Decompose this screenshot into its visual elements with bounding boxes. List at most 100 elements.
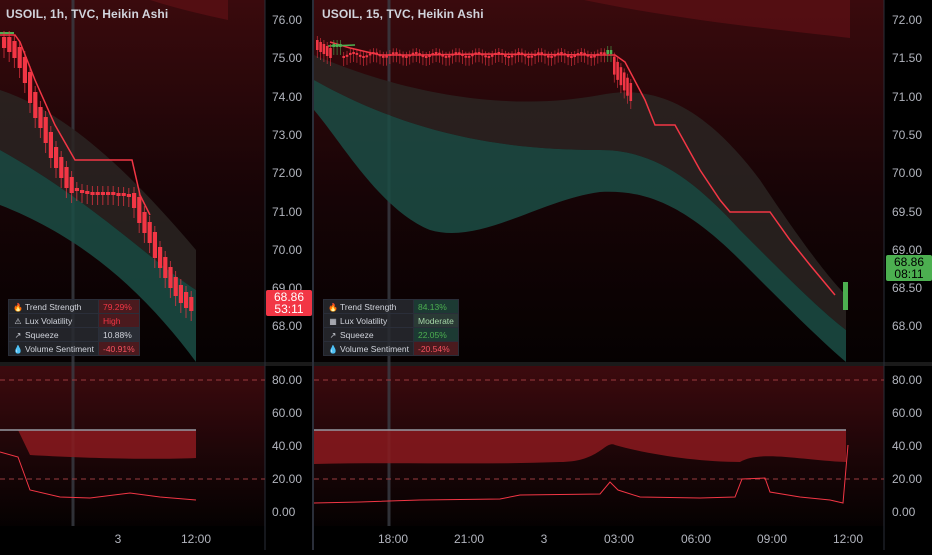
- left-candle: [121, 193, 126, 196]
- left-osc-axis-label: 80.00: [272, 373, 302, 387]
- left-lower-band: [0, 150, 196, 362]
- right-candle: [471, 54, 474, 57]
- table-value: 79.29%: [97, 299, 140, 314]
- table-label-cell: ↗ Squeeze: [323, 327, 414, 342]
- right-osc-axis-label: 20.00: [892, 472, 922, 486]
- left-candle: [38, 107, 43, 128]
- right-candle: [570, 55, 573, 58]
- right-candle: [563, 53, 567, 56]
- right-time-axis-label: 12:00: [833, 532, 863, 546]
- right-price-value: 68.86: [893, 255, 925, 269]
- right-candle: [411, 52, 415, 55]
- table-label-cell: 💧 Volume Sentiment: [323, 341, 414, 356]
- right-dashboard-table: 🔥 Trend Strength 84.13% ▦ Lux Volatility Mode…: [323, 299, 459, 356]
- flame-icon: 🔥: [328, 302, 338, 312]
- right-candle: [355, 52, 359, 55]
- right-candle: [507, 55, 510, 58]
- right-candle: [500, 52, 504, 55]
- right-osc-axis-label: 80.00: [892, 373, 922, 387]
- left-candle: [95, 192, 100, 195]
- left-candle: [74, 188, 79, 191]
- left-candle: [85, 191, 90, 194]
- left-candle: [184, 292, 189, 308]
- left-candle: [137, 197, 142, 223]
- right-candle: [477, 52, 481, 55]
- right-candle: [368, 53, 372, 56]
- left-candle: [54, 147, 59, 168]
- upper-band-cloud: [584, 0, 850, 38]
- right-osc-area: [314, 430, 846, 464]
- left_chart-table-row: 🔥 Trend Strength 79.29%: [8, 299, 140, 314]
- right-candle: [606, 50, 609, 54]
- table-label: Squeeze: [25, 329, 59, 340]
- left-candle: [2, 37, 7, 48]
- right-price-tag: 68.86 08:11: [886, 255, 932, 281]
- left-upper-band-cloud: [150, 0, 228, 20]
- table-label: Volume Sentiment: [340, 343, 409, 354]
- flame-icon: 🔥: [13, 302, 23, 312]
- table-label: Lux Volatility: [340, 315, 388, 326]
- left-countdown: 53:11: [274, 302, 304, 316]
- left-candle: [147, 222, 152, 243]
- right-time-axis-label: 18:00: [378, 532, 408, 546]
- left-price-axis-label: 75.00: [272, 51, 302, 65]
- arrow-up-right-icon: ↗: [14, 330, 22, 340]
- right-last-candle: [843, 282, 848, 310]
- right-candle: [319, 42, 322, 52]
- left-osc-area: [18, 430, 196, 459]
- right-candle: [418, 53, 421, 56]
- right-candle: [352, 52, 355, 55]
- left-time-axis-label: 3: [115, 532, 122, 546]
- squares-icon: ▦: [329, 316, 337, 326]
- right-candle: [589, 55, 593, 58]
- left-candle: [132, 193, 137, 208]
- right-price-axis-label: 69.50: [892, 205, 922, 219]
- right-candle: [444, 55, 448, 58]
- left-candle: [43, 117, 48, 143]
- right-candle: [434, 52, 438, 55]
- right-candle: [540, 52, 543, 55]
- right-candle: [616, 61, 619, 80]
- left-price-axis-label: 74.00: [272, 90, 302, 104]
- left-candle: [59, 157, 64, 178]
- left-candle: [17, 47, 22, 68]
- left-price-axis-label: 68.00: [272, 319, 302, 333]
- left-candle: [116, 193, 121, 196]
- left-price-axis-label: 72.00: [272, 166, 302, 180]
- table-label: Volume Sentiment: [25, 343, 94, 354]
- table-value: Moderate: [412, 313, 459, 328]
- table-label-cell: ↗ Squeeze: [8, 327, 99, 342]
- right-candle: [457, 52, 461, 55]
- left-candle: [142, 212, 147, 233]
- right-candle: [448, 55, 451, 58]
- right-candle: [533, 53, 537, 56]
- left-price-axis-label: 70.00: [272, 243, 302, 257]
- table-label-cell: 🔥 Trend Strength: [323, 299, 414, 314]
- right-candle: [345, 54, 349, 57]
- right-candle: [556, 52, 560, 55]
- table-label-cell: 🔥 Trend Strength: [8, 299, 99, 314]
- left_chart-table-row: ↗ Squeeze 10.88%: [8, 327, 140, 342]
- right-candle: [378, 54, 382, 57]
- left-candle: [178, 285, 183, 303]
- left-candle: [100, 192, 105, 195]
- right-candle: [431, 53, 435, 56]
- right-candle: [553, 54, 557, 57]
- table-value: 10.88%: [97, 327, 140, 342]
- right-osc-axis-label: 40.00: [892, 439, 922, 453]
- left-dashboard-table: 🔥 Trend Strength 79.29% ⚠ Lux Volatility High…: [8, 299, 140, 356]
- table-value: High: [97, 313, 140, 328]
- right-candle: [405, 55, 408, 58]
- right-candle: [629, 83, 633, 101]
- right-candle: [593, 55, 596, 58]
- right-candle: [484, 55, 487, 58]
- right-candle: [358, 54, 362, 57]
- right-candle: [382, 55, 385, 58]
- right-candle: [454, 52, 458, 55]
- right_chart-table-row: 🔥 Trend Strength 84.13%: [323, 299, 459, 314]
- left-price-value: 68.86: [273, 290, 305, 304]
- right-candle: [613, 56, 616, 75]
- left-osc-axis-label: 60.00: [272, 406, 302, 420]
